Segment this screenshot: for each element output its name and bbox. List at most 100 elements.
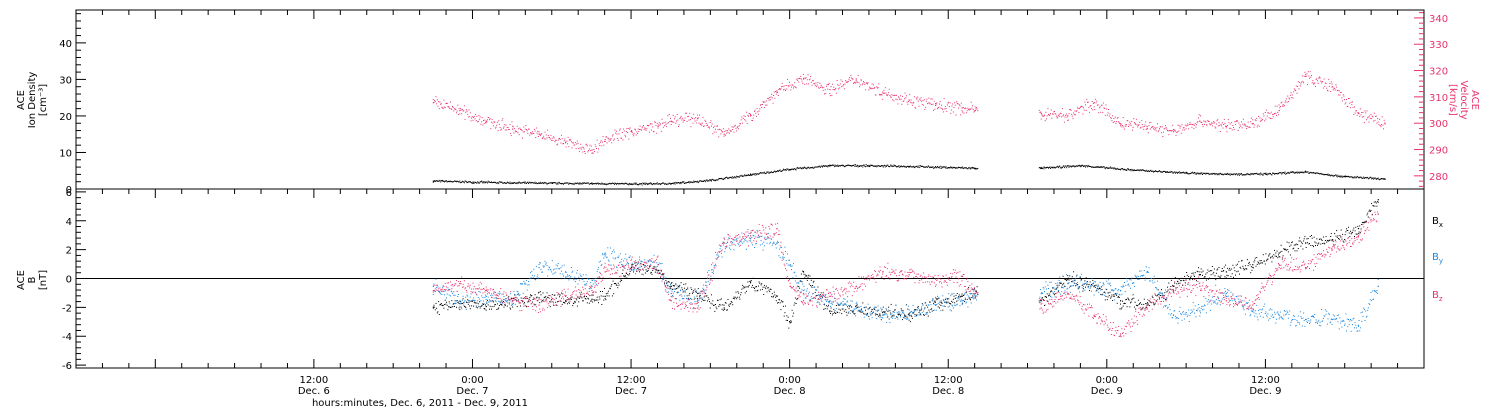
x-tick-date: Dec. 9 xyxy=(1091,386,1123,397)
velocity-series-point xyxy=(750,115,752,117)
bz-series-point xyxy=(1067,292,1069,295)
by-series-point xyxy=(1331,318,1333,321)
density-axis-tick-label: 20 xyxy=(59,112,72,123)
bx-series-point xyxy=(789,321,791,323)
bz-series-point xyxy=(591,290,593,292)
by-series-point xyxy=(485,295,487,297)
by-series-point xyxy=(432,285,434,287)
ion-density-series-point xyxy=(974,167,976,169)
velocity-series-point xyxy=(723,133,725,135)
x-tick-time: 12:00 xyxy=(1251,375,1280,386)
velocity-series-point xyxy=(432,102,434,104)
density-axis-label: ACE Ion Density [cm⁻³] xyxy=(16,72,49,129)
ion-density-series-point xyxy=(868,165,871,167)
ion-density-series-point xyxy=(551,182,553,184)
by-series-point xyxy=(1252,310,1254,312)
ion-density-series-point xyxy=(432,180,434,182)
ion-density-series-point xyxy=(1133,169,1135,171)
velocity-series-point xyxy=(935,104,937,106)
by-series-point xyxy=(802,292,805,295)
bz-series-point xyxy=(1120,333,1122,335)
bx-series-point xyxy=(1278,252,1280,254)
by-series-point xyxy=(789,264,791,266)
velocity-series-point xyxy=(882,91,884,93)
bz-series-point xyxy=(908,274,910,276)
ion-density-series-point xyxy=(829,165,831,167)
bx-series-point xyxy=(432,307,434,309)
velocity-series-point xyxy=(1199,120,1201,122)
bx-series-point xyxy=(670,285,672,287)
by-series-point xyxy=(1357,324,1360,326)
density-axis-tick-label: 40 xyxy=(59,39,72,50)
ion-density-series-point xyxy=(1040,167,1042,169)
velocity-axis-tick-label: 300 xyxy=(1429,119,1448,130)
velocity-series-point xyxy=(631,131,633,133)
bz-series-point xyxy=(802,300,805,302)
velocity-series-point xyxy=(829,89,831,91)
velocity-axis-tick-label: 280 xyxy=(1429,172,1448,183)
bz-series-point xyxy=(512,300,514,302)
b-axis-tick-label: 6 xyxy=(66,188,72,199)
bz-series-point xyxy=(485,290,487,292)
bx-series-point xyxy=(1305,242,1307,244)
x-tick-time: 0:00 xyxy=(461,375,483,386)
x-tick-time: 0:00 xyxy=(778,375,800,386)
velocity-axis-tick-label: 310 xyxy=(1429,93,1448,104)
b-axis-label-line: B xyxy=(27,276,38,283)
velocity-series-point xyxy=(1384,123,1386,125)
bx-series-point xyxy=(802,271,805,273)
bx-series-point xyxy=(750,281,752,283)
by-series-point xyxy=(974,295,976,297)
b-axis-tick-label: -6 xyxy=(62,361,72,372)
velocity-axis-tick-label: 290 xyxy=(1429,146,1448,157)
ion-density-series-point xyxy=(670,183,672,185)
bz-series-point xyxy=(1377,213,1379,215)
velocity-series-point xyxy=(776,91,778,93)
velocity-series-point xyxy=(538,133,540,135)
bx-series-point xyxy=(631,267,633,269)
density-axis-label-line: Ion Density xyxy=(27,72,38,129)
bx-series-point xyxy=(591,298,593,300)
velocity-series-point xyxy=(459,110,461,112)
density-axis-tick-label: 0 xyxy=(66,185,72,196)
bz-series-point xyxy=(697,307,699,309)
b-axis-label-line: ACE xyxy=(16,270,27,290)
bx-series-point xyxy=(1252,264,1254,266)
bx-series-point xyxy=(723,307,725,309)
bz-series-point xyxy=(1331,249,1333,251)
bz-series-point xyxy=(1225,300,1227,302)
velocity-axis-tick-label: 320 xyxy=(1429,67,1448,78)
by-series-point xyxy=(961,300,963,302)
bz-series-point xyxy=(1093,314,1095,316)
bz-series-point xyxy=(1357,235,1360,237)
by-series-point xyxy=(1225,292,1227,295)
by-series-point xyxy=(591,285,593,287)
bx-series-point xyxy=(697,292,699,295)
ion-density-series xyxy=(432,164,1386,186)
bz-series-point xyxy=(604,271,606,273)
bz-series-point xyxy=(565,295,567,297)
bx-series-point xyxy=(657,269,659,271)
velocity-series-point xyxy=(1067,115,1069,117)
bz-series-point xyxy=(882,271,884,273)
b-axis-tick-label: 2 xyxy=(66,246,72,257)
velocity-series xyxy=(432,71,1386,154)
bx-series-point xyxy=(1377,199,1379,201)
by-series-point xyxy=(604,252,606,254)
bx-series-point xyxy=(1120,300,1122,302)
bx-series-point xyxy=(604,295,606,297)
x-axis-label: hours:minutes, Dec. 6, 2011 - Dec. 9, 20… xyxy=(312,398,528,409)
bz-series-point xyxy=(1199,285,1201,287)
velocity-series-point xyxy=(697,117,699,120)
bx-series-point xyxy=(1199,274,1201,276)
bx-series-point xyxy=(1357,228,1360,230)
b-axis-label-line: [nT] xyxy=(38,270,49,290)
b-axis-tick-label: -2 xyxy=(62,303,72,314)
ion-density-series-point xyxy=(512,182,514,184)
ion-density-series-point xyxy=(1080,165,1082,167)
velocity-series-point xyxy=(1146,125,1148,127)
by-series-point xyxy=(1093,285,1095,287)
velocity-axis-label-line: ACE xyxy=(1469,90,1480,110)
